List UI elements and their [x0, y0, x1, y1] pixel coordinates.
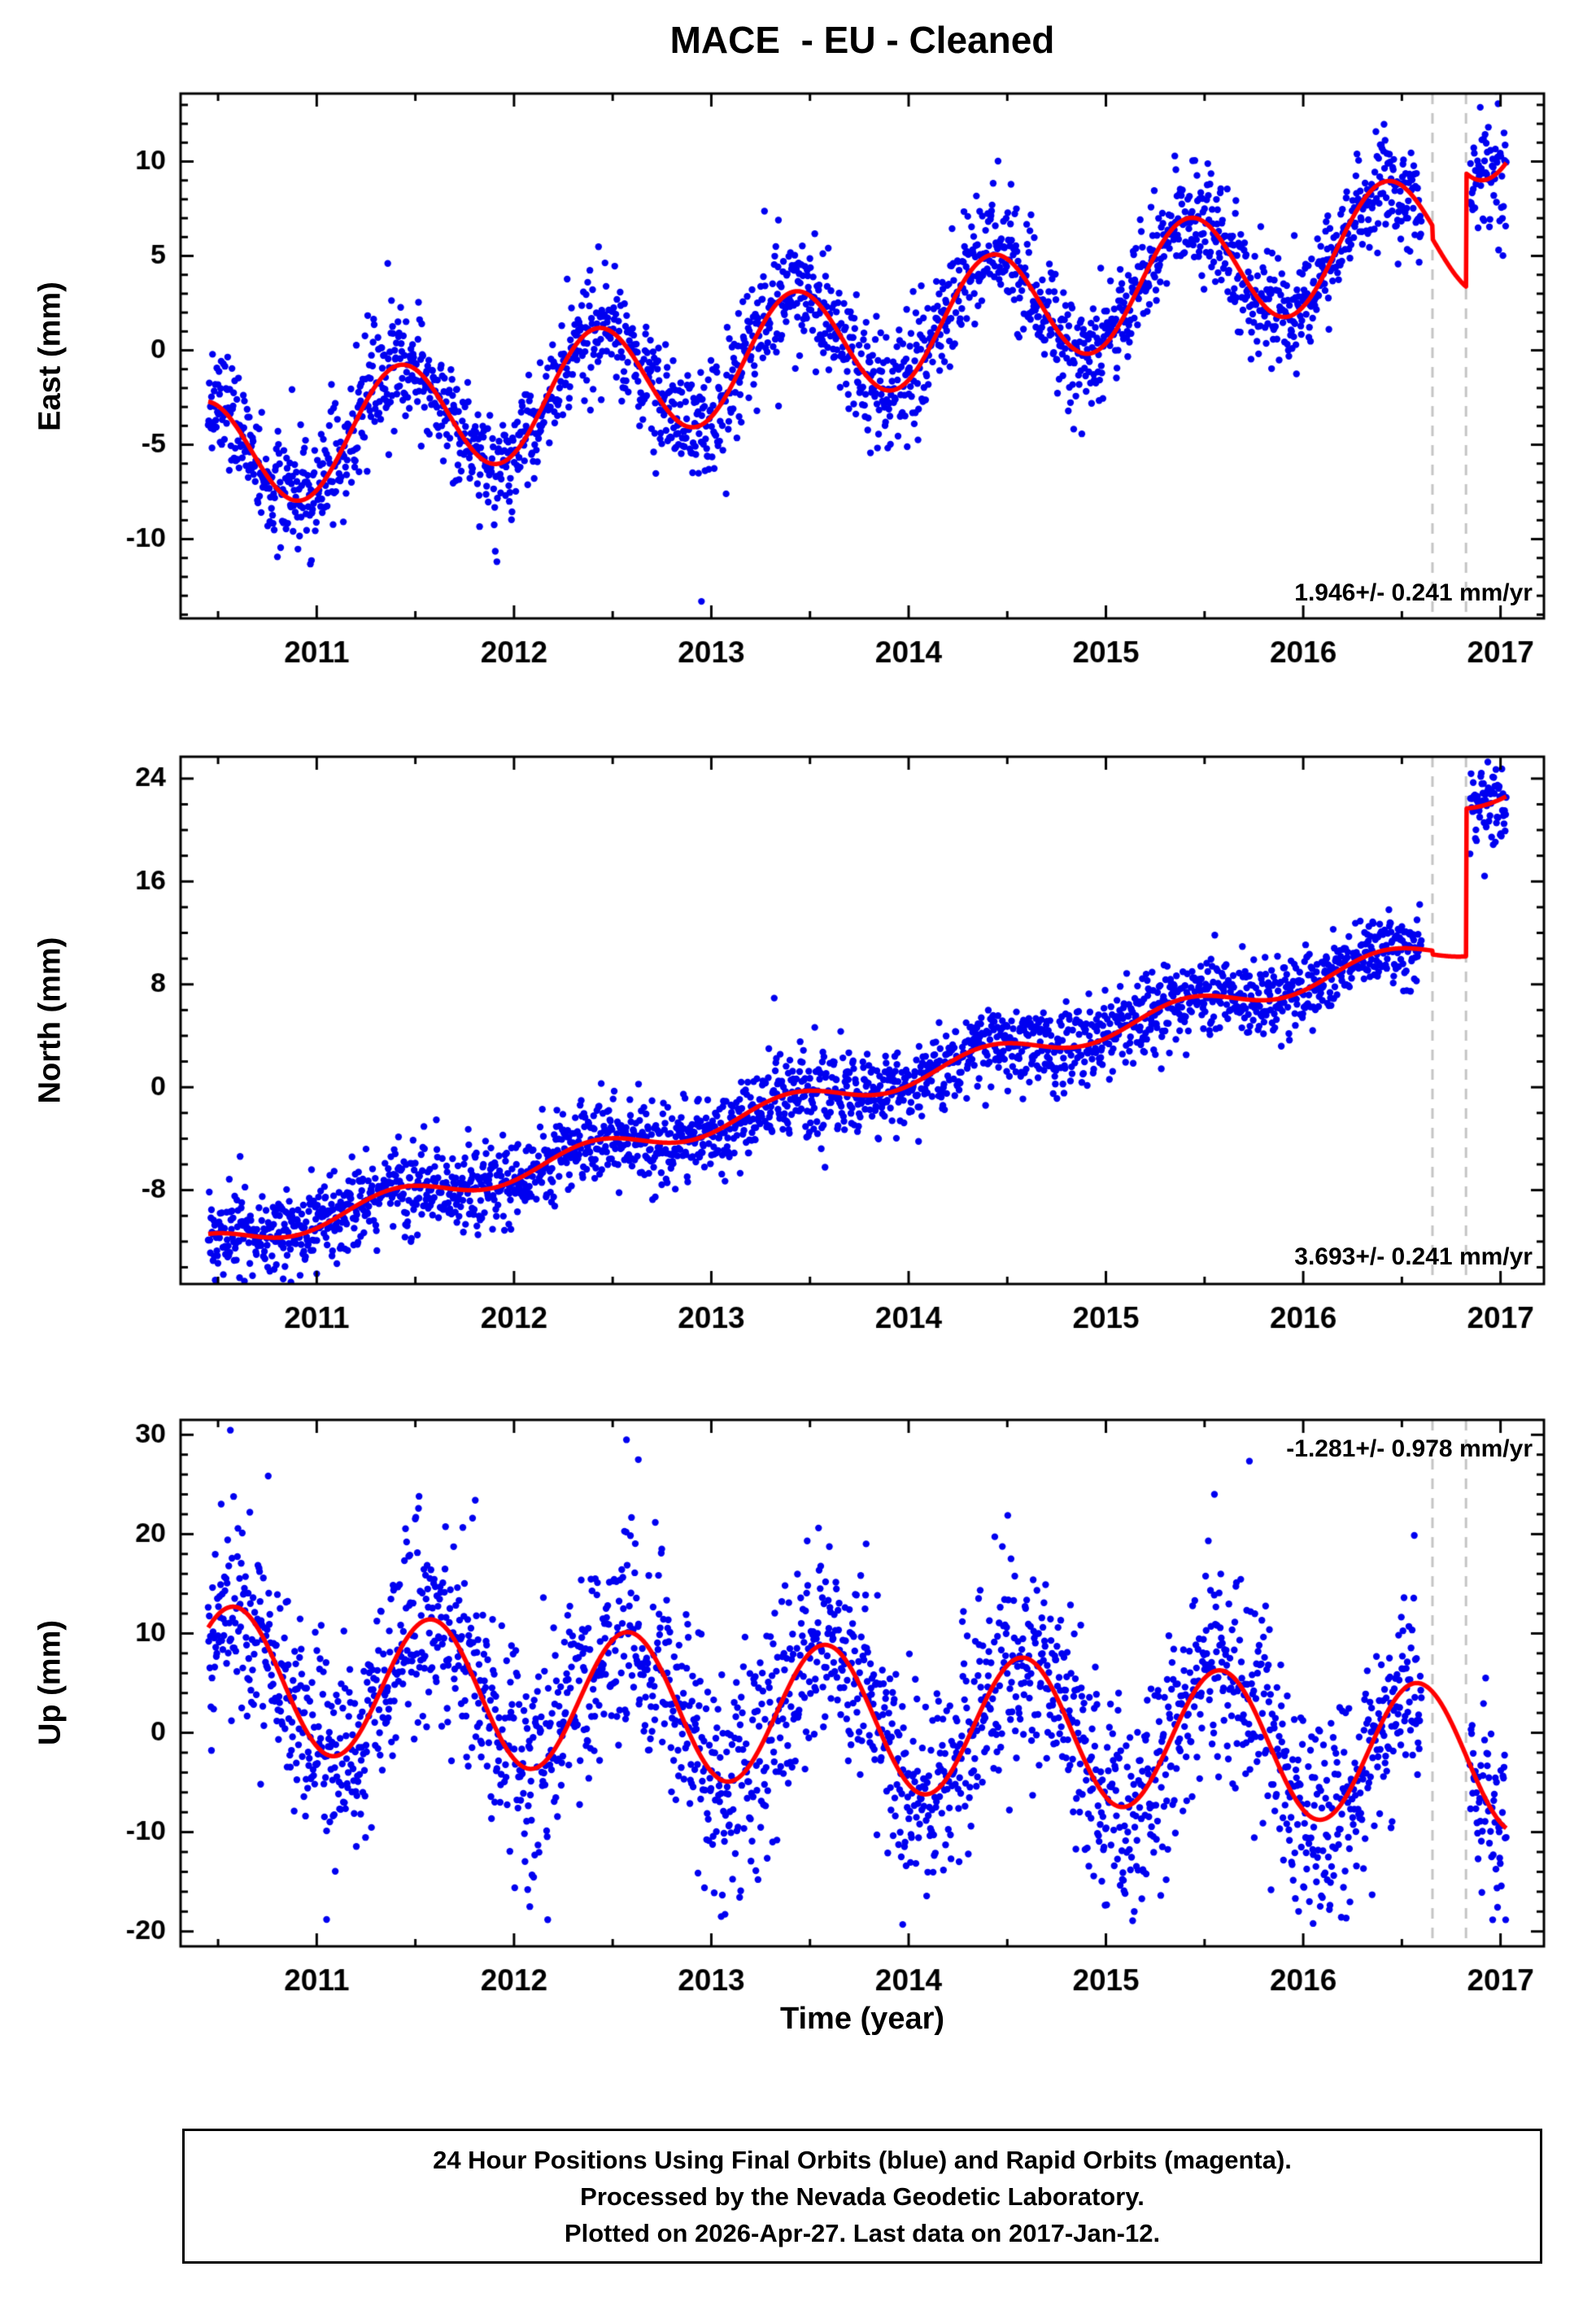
up-axis-label: Up (mm) — [33, 1619, 68, 1746]
east-axis-label: East (mm) — [33, 282, 68, 431]
caption-line-orbits: 24 Hour Positions Using Final Orbits (bl… — [433, 2145, 1292, 2174]
caption-box: 24 Hour Positions Using Final Orbits (bl… — [182, 2129, 1542, 2264]
caption-line-processed-by: Processed by the Nevada Geodetic Laborat… — [580, 2182, 1145, 2211]
north-axis-label: North (mm) — [33, 937, 68, 1104]
north-rate-annotation: 3.693+/- 0.241 mm/yr — [1294, 1243, 1533, 1270]
time-axis-label: Time (year) — [779, 2002, 945, 2036]
up-rate-annotation: -1.281+/- 0.978 mm/yr — [1286, 1435, 1533, 1462]
chart-title: MACE - EU - Cleaned — [669, 19, 1055, 61]
east-rate-annotation: 1.946+/- 0.241 mm/yr — [1294, 579, 1533, 606]
caption-line-plot-dates: Plotted on 2026-Apr-27. Last data on 201… — [564, 2218, 1161, 2247]
